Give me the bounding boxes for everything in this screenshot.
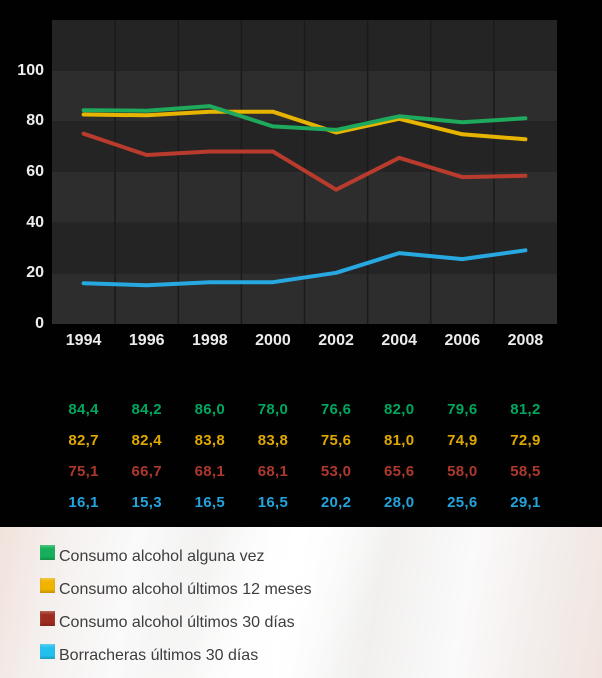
x-axis-label: 1994: [65, 332, 102, 349]
x-axis-label: 1996: [128, 332, 165, 349]
table-cell: 81,2: [510, 401, 541, 418]
x-axis-label: 2000: [255, 332, 291, 349]
x-axis-label: 1998: [192, 332, 228, 349]
y-axis-tick: 100: [17, 61, 44, 79]
table-cell: 75,1: [68, 463, 99, 480]
table-cell: 78,0: [257, 401, 289, 418]
table-cell: 82,4: [131, 432, 162, 449]
table-cell: 86,0: [194, 401, 226, 418]
table-cell: 16,5: [194, 494, 226, 511]
x-axis: 1994 1996 1998 2000 2002 2004 2006 2008: [52, 331, 557, 351]
legend-item-label: Consumo alcohol últimos 30 días: [59, 613, 295, 631]
table-cell: 68,1: [257, 463, 289, 480]
y-axis-tick: 80: [26, 112, 44, 130]
legend-swatch-icon: [40, 611, 55, 626]
table-cell: 66,7: [131, 463, 162, 480]
y-axis-tick: 20: [26, 264, 44, 282]
legend-item: Consumo alcohol últimos 30 días: [40, 606, 312, 639]
table-cell: 29,1: [510, 494, 541, 511]
table-cell: 81,0: [383, 432, 415, 449]
x-axis-label: 2002: [318, 332, 354, 349]
line-chart-section: 0 20 40 60 80 100 1994 1996 1998 2000 2002 2004 200…: [0, 0, 557, 351]
series-line-0: [81, 104, 528, 132]
table-cell: 20,2: [320, 494, 352, 511]
legend-list: Consumo alcohol alguna vez Consumo alcoho…: [40, 540, 312, 672]
legend-item-label: Consumo alcohol últimos 12 meses: [59, 580, 312, 598]
y-axis: 0 20 40 60 80 100: [0, 0, 44, 340]
table-cell: 83,8: [257, 432, 289, 449]
table-cell: 76,6: [320, 401, 352, 418]
legend-item-label: Borracheras últimos 30 días: [59, 646, 259, 664]
table-row: 84,4 84,2 86,0 78,0 76,6 82,0 79,6 81,2: [52, 394, 557, 425]
y-axis-tick: 40: [26, 213, 44, 231]
y-axis-tick: 60: [26, 163, 44, 180]
table-cell: 72,9: [510, 432, 541, 449]
table-row: 75,1 66,7 68,1 68,1 53,0 65,6 58,0 58,5: [52, 456, 557, 487]
legend-item: Consumo alcohol alguna vez: [40, 540, 312, 573]
series-line-3: [81, 248, 528, 288]
table-cell: 82,7: [68, 432, 99, 449]
values-table: 84,4 84,2 86,0 78,0 76,6 82,0 79,6 81,2 82,7 82,4…: [52, 394, 557, 518]
table-cell: 53,0: [320, 463, 352, 480]
table-cell: 16,1: [68, 494, 99, 511]
x-axis-label: 2008: [507, 332, 544, 349]
legend-section: Consumo alcohol alguna vez Consumo alcoho…: [0, 527, 602, 678]
legend-item-label: Consumo alcohol alguna vez: [59, 547, 265, 565]
table-cell: 79,6: [447, 401, 478, 418]
table-cell: 68,1: [194, 463, 226, 480]
x-axis-label: 2006: [444, 332, 481, 349]
table-cell: 16,5: [257, 494, 289, 511]
table-cell: 28,0: [383, 494, 415, 511]
table-cell: 25,6: [447, 494, 478, 511]
table-cell: 75,6: [320, 432, 352, 449]
legend-swatch-icon: [40, 644, 55, 659]
table-cell: 65,6: [383, 463, 415, 480]
table-row: 16,1 15,3 16,5 16,5 20,2 28,0 25,6 29,1: [52, 487, 557, 518]
series-line-2: [81, 131, 528, 192]
table-cell: 15,3: [131, 494, 162, 511]
chart-plot: [52, 20, 557, 324]
table-cell: 83,8: [194, 432, 226, 449]
x-axis-label: 2004: [381, 332, 417, 349]
y-axis-tick: 0: [35, 315, 44, 332]
legend-item: Consumo alcohol últimos 12 meses: [40, 573, 312, 606]
series-line-1: [81, 109, 528, 142]
table-cell: 84,4: [68, 401, 99, 418]
table-cell: 84,2: [131, 401, 162, 418]
legend-swatch-icon: [40, 578, 55, 593]
legend-swatch-icon: [40, 545, 55, 560]
table-row: 82,7 82,4 83,8 83,8 75,6 81,0 74,9 72,9: [52, 425, 557, 456]
table-cell: 74,9: [447, 432, 478, 449]
table-cell: 58,5: [510, 463, 541, 480]
table-cell: 82,0: [383, 401, 415, 418]
table-cell: 58,0: [447, 463, 478, 480]
legend-item: Borracheras últimos 30 días: [40, 639, 312, 672]
